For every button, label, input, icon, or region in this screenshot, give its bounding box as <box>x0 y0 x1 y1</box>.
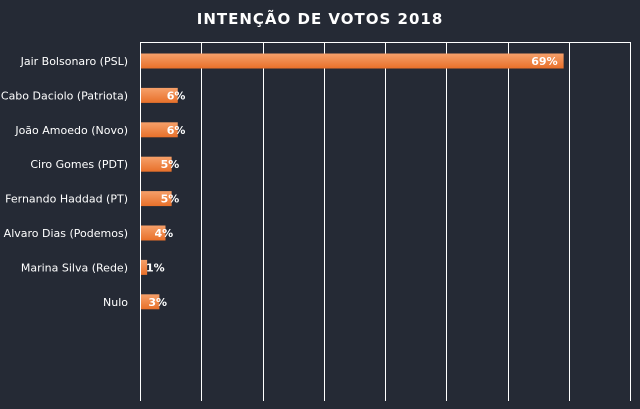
value-label: 3% <box>148 296 167 309</box>
bar <box>141 191 172 207</box>
bar <box>141 156 172 172</box>
category-label: Jair Bolsonaro (PSL) <box>20 55 128 68</box>
label-layer: Jair Bolsonaro (PSL) 69% Cabo Daciolo (Pat… <box>1 55 558 309</box>
grid-layer <box>140 42 631 401</box>
value-label: 1% <box>146 261 165 274</box>
bar <box>141 87 178 103</box>
value-label: 4% <box>155 227 174 240</box>
category-label: Cabo Daciolo (Patriota) <box>1 89 128 102</box>
value-label: 5% <box>161 193 180 206</box>
category-label: Marina Silva (Rede) <box>21 261 128 274</box>
bar <box>141 53 564 69</box>
category-label: Ciro Gomes (PDT) <box>30 158 128 171</box>
bar-layer <box>141 53 564 310</box>
value-label: 69% <box>531 55 557 68</box>
value-label: 5% <box>161 158 180 171</box>
category-label: Alvaro Dias (Podemos) <box>4 227 128 240</box>
category-label: Nulo <box>103 296 128 309</box>
category-label: João Amoedo (Novo) <box>14 124 128 137</box>
bar <box>141 122 178 138</box>
bar <box>141 294 160 310</box>
category-label: Fernando Haddad (PT) <box>5 193 128 206</box>
value-label: 6% <box>167 124 186 137</box>
chart-title: INTENÇÃO DE VOTOS 2018 <box>197 9 444 28</box>
bar <box>141 259 148 275</box>
bar <box>141 225 166 241</box>
value-label: 6% <box>167 89 186 102</box>
